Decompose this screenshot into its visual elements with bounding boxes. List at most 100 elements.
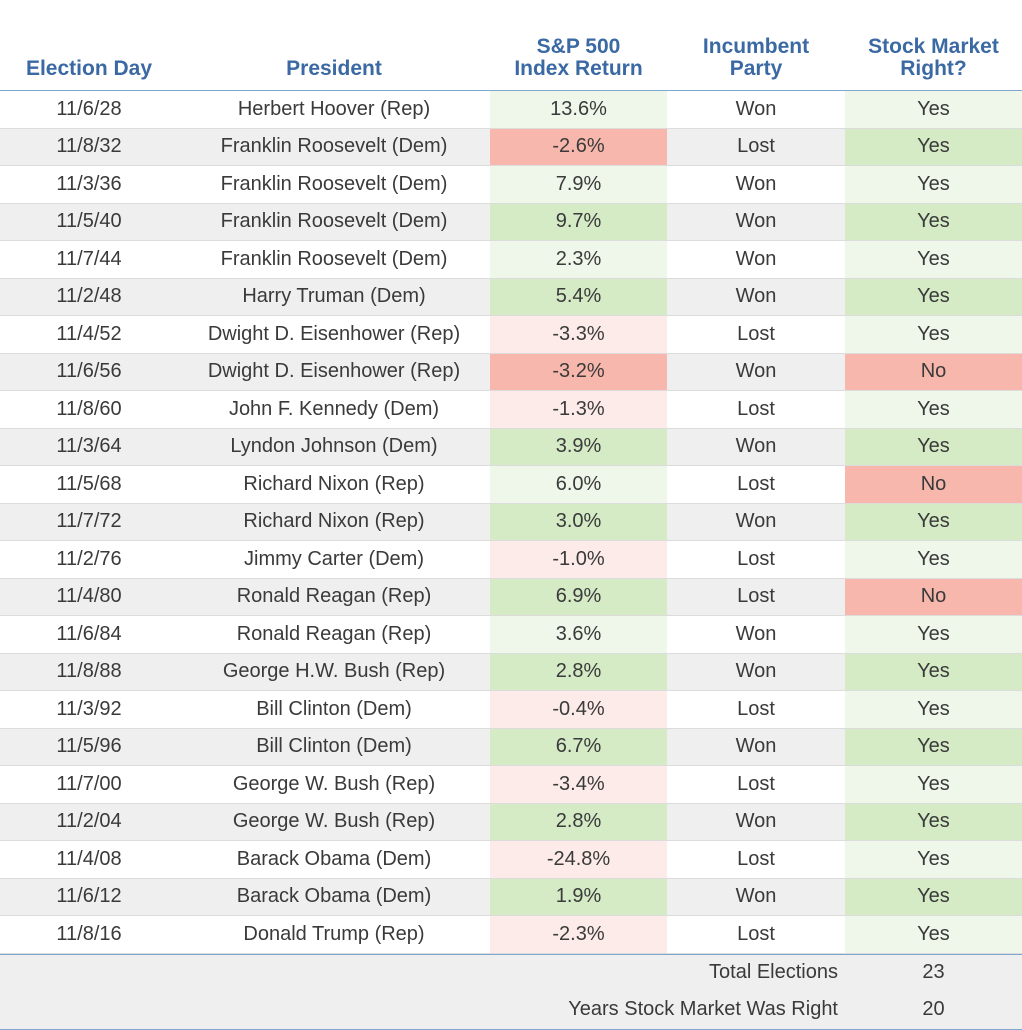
cell-sp500-return: 2.3% <box>490 241 667 278</box>
cell-sp500-return: -0.4% <box>490 691 667 728</box>
table-row: 11/5/96 Bill Clinton (Dem) 6.7% Won Yes <box>0 728 1022 766</box>
cell-market-right: Yes <box>845 241 1022 278</box>
cell-election-day: 11/7/44 <box>56 247 122 270</box>
cell-sp500-return: -3.2% <box>490 353 667 390</box>
cell-president: George W. Bush (Rep) <box>232 772 436 795</box>
table-row: 11/6/84 Ronald Reagan (Rep) 3.6% Won Yes <box>0 616 1022 654</box>
cell-market-right: Yes <box>845 128 1022 165</box>
cell-election-day: 11/3/36 <box>56 172 122 195</box>
header-election-day: Election Day <box>0 0 178 90</box>
cell-market-right: Yes <box>845 916 1022 953</box>
cell-election-day: 11/3/64 <box>56 435 122 458</box>
cell-president: Richard Nixon (Rep) <box>243 510 425 533</box>
cell-sp500-return: 6.9% <box>490 578 667 615</box>
cell-sp500-return: 13.6% <box>490 91 667 128</box>
header-market-right: Stock Market Right? <box>845 0 1022 90</box>
summary-value: 20 <box>922 998 945 1021</box>
cell-incumbent-party: Won <box>735 172 777 195</box>
cell-incumbent-party: Lost <box>737 472 775 495</box>
cell-sp500-return: -1.0% <box>490 541 667 578</box>
cell-president: Franklin Roosevelt (Dem) <box>220 247 448 270</box>
table-row: 11/4/08 Barack Obama (Dem) -24.8% Lost Yes <box>0 841 1022 879</box>
table-row: 11/5/40 Franklin Roosevelt (Dem) 9.7% Won Ye… <box>0 203 1022 241</box>
cell-market-right: Yes <box>845 766 1022 803</box>
summary-label: Years Stock Market Was Right <box>568 998 838 1021</box>
cell-sp500-return: -2.6% <box>490 128 667 165</box>
cell-president: George W. Bush (Rep) <box>232 810 436 833</box>
cell-incumbent-party: Won <box>735 622 777 645</box>
cell-sp500-return: 1.9% <box>490 878 667 915</box>
cell-market-right: Yes <box>845 316 1022 353</box>
table-header: Election Day President S&P 500 Index Ret… <box>0 0 1022 91</box>
cell-sp500-return: 2.8% <box>490 653 667 690</box>
cell-incumbent-party: Lost <box>737 847 775 870</box>
table-row: 11/7/44 Franklin Roosevelt (Dem) 2.3% Won Ye… <box>0 241 1022 279</box>
cell-election-day: 11/5/68 <box>56 472 122 495</box>
header-incumbent-party-line1: Incumbent <box>702 35 810 58</box>
cell-sp500-return: 3.6% <box>490 616 667 653</box>
cell-incumbent-party: Lost <box>737 697 775 720</box>
cell-president: Barack Obama (Dem) <box>236 847 432 870</box>
cell-incumbent-party: Won <box>735 810 777 833</box>
cell-election-day: 11/6/84 <box>56 622 122 645</box>
cell-president: Donald Trump (Rep) <box>243 922 425 945</box>
cell-incumbent-party: Lost <box>737 135 775 158</box>
cell-incumbent-party: Won <box>735 660 777 683</box>
cell-sp500-return: 3.9% <box>490 428 667 465</box>
cell-president: John F. Kennedy (Dem) <box>228 397 440 420</box>
cell-market-right: Yes <box>845 878 1022 915</box>
table-row: 11/8/88 George H.W. Bush (Rep) 2.8% Won Yes <box>0 653 1022 691</box>
cell-incumbent-party: Won <box>735 247 777 270</box>
cell-election-day: 11/7/00 <box>56 772 122 795</box>
cell-president: Ronald Reagan (Rep) <box>236 622 432 645</box>
table-row: 11/8/60 John F. Kennedy (Dem) -1.3% Lost Yes <box>0 391 1022 429</box>
cell-president: Bill Clinton (Dem) <box>256 697 412 720</box>
cell-sp500-return: 6.7% <box>490 728 667 765</box>
header-market-right-line2: Right? <box>900 57 967 80</box>
cell-sp500-return: 6.0% <box>490 466 667 503</box>
header-president: President <box>178 0 490 90</box>
cell-election-day: 11/2/04 <box>56 810 122 833</box>
cell-incumbent-party: Lost <box>737 547 775 570</box>
cell-sp500-return: -3.4% <box>490 766 667 803</box>
cell-market-right: Yes <box>845 541 1022 578</box>
cell-election-day: 11/8/88 <box>56 660 122 683</box>
cell-president: Franklin Roosevelt (Dem) <box>220 135 448 158</box>
cell-president: Jimmy Carter (Dem) <box>244 547 424 570</box>
table-row: 11/8/16 Donald Trump (Rep) -2.3% Lost Yes <box>0 916 1022 954</box>
cell-incumbent-party: Won <box>735 360 777 383</box>
cell-incumbent-party: Won <box>735 285 777 308</box>
header-market-right-line1: Stock Market <box>868 35 999 58</box>
cell-incumbent-party: Won <box>735 210 777 233</box>
cell-election-day: 11/6/12 <box>56 885 122 908</box>
cell-election-day: 11/6/28 <box>56 97 122 120</box>
cell-president: Lyndon Johnson (Dem) <box>230 435 438 458</box>
table-row: 11/3/36 Franklin Roosevelt (Dem) 7.9% Won Ye… <box>0 166 1022 204</box>
cell-market-right: No <box>845 578 1022 615</box>
cell-sp500-return: 7.9% <box>490 166 667 203</box>
table-row: 11/5/68 Richard Nixon (Rep) 6.0% Lost No <box>0 466 1022 504</box>
cell-incumbent-party: Lost <box>737 397 775 420</box>
cell-incumbent-party: Won <box>735 97 777 120</box>
header-election-day-label: Election Day <box>25 57 153 80</box>
cell-election-day: 11/6/56 <box>56 360 122 383</box>
cell-market-right: Yes <box>845 166 1022 203</box>
table-row: 11/6/28 Herbert Hoover (Rep) 13.6% Won Yes <box>0 91 1022 129</box>
cell-market-right: Yes <box>845 428 1022 465</box>
cell-election-day: 11/5/96 <box>56 735 122 758</box>
cell-president: Franklin Roosevelt (Dem) <box>220 172 448 195</box>
cell-sp500-return: 5.4% <box>490 278 667 315</box>
table-row: 11/6/12 Barack Obama (Dem) 1.9% Won Yes <box>0 878 1022 916</box>
table-divider <box>0 953 1022 955</box>
cell-market-right: Yes <box>845 653 1022 690</box>
cell-president: Dwight D. Eisenhower (Rep) <box>207 360 461 383</box>
cell-election-day: 11/7/72 <box>56 510 122 533</box>
cell-sp500-return: 3.0% <box>490 503 667 540</box>
cell-market-right: Yes <box>845 503 1022 540</box>
cell-incumbent-party: Lost <box>737 922 775 945</box>
header-sp500-return: S&P 500 Index Return <box>490 0 667 90</box>
cell-election-day: 11/2/76 <box>56 547 122 570</box>
cell-incumbent-party: Won <box>735 435 777 458</box>
cell-incumbent-party: Lost <box>737 585 775 608</box>
